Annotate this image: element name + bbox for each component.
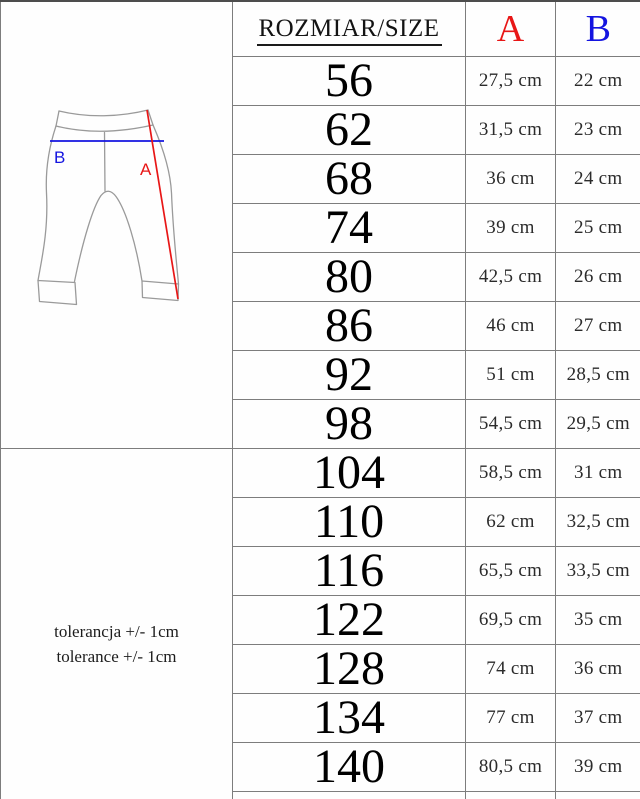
table-row: 86 46 cm 27 cm (1, 300, 640, 351)
a-value-cell: 36 cm (465, 153, 556, 204)
pants-outline (36, 109, 179, 306)
size-cell: 86 (232, 300, 466, 351)
b-value-cell: 27 cm (555, 300, 640, 351)
b-value-cell: 32,5 cm (555, 496, 640, 547)
size-cell: 134 (232, 692, 466, 743)
table-row: 62 31,5 cm 23 cm (1, 104, 640, 155)
column-header-size-label: ROZMIAR/SIZE (256, 14, 442, 46)
size-cell: 122 (232, 594, 466, 645)
b-value-cell: 28,5 cm (555, 349, 640, 400)
size-cell: 140 (232, 741, 466, 792)
table-row: 56 27,5 cm 22 cm (1, 55, 640, 106)
tolerance-note-en: tolerance +/- 1cm (56, 647, 177, 666)
table-row: 74 39 cm 25 cm (1, 202, 640, 253)
b-value-cell: 23 cm (555, 104, 640, 155)
a-value-cell: 42,5 cm (465, 251, 556, 302)
b-value-cell: 39 cm (555, 741, 640, 792)
b-value-cell: 41 cm (555, 790, 640, 799)
b-value-cell: 36 cm (555, 643, 640, 694)
a-value-cell: 39 cm (465, 202, 556, 253)
table-row: tolerancja +/- 1cm tolerance +/- 1cm 104… (0, 447, 640, 799)
table-header-row: B A ROZMIAR/SIZE A B (0, 0, 640, 449)
a-value-cell: 65,5 cm (465, 545, 556, 596)
b-value-cell: 25 cm (555, 202, 640, 253)
table-row: 80 42,5 cm 26 cm (1, 251, 640, 302)
measurement-line-a (145, 109, 179, 300)
size-cell: 74 (232, 202, 466, 253)
size-cell: 98 (232, 398, 466, 449)
size-cell: 92 (232, 349, 466, 400)
table-row: 122 69,5 cm 35 cm (1, 594, 640, 645)
a-value-cell: 46 cm (465, 300, 556, 351)
a-value-cell: 58,5 cm (465, 447, 556, 498)
b-value-cell: 35 cm (555, 594, 640, 645)
a-value-cell: 80,5 cm (465, 741, 556, 792)
size-cell: 128 (232, 643, 466, 694)
b-value-cell: 24 cm (555, 153, 640, 204)
table-row: 140 80,5 cm 39 cm (1, 741, 640, 792)
size-cell: 146 (232, 790, 466, 799)
a-value-cell: 62 cm (465, 496, 556, 547)
b-value-cell: 26 cm (555, 251, 640, 302)
a-value-cell: 54,5 cm (465, 398, 556, 449)
b-value-cell: 37 cm (555, 692, 640, 743)
size-cell: 116 (232, 545, 466, 596)
table-row: 68 36 cm 24 cm (1, 153, 640, 204)
column-header-size: ROZMIAR/SIZE (232, 0, 466, 57)
b-value-cell: 33,5 cm (555, 545, 640, 596)
a-value-cell: 69,5 cm (465, 594, 556, 645)
a-value-cell: 27,5 cm (465, 55, 556, 106)
table-row: 128 74 cm 36 cm (1, 643, 640, 694)
a-value-cell: 77 cm (465, 692, 556, 743)
table-row: 98 54,5 cm 29,5 cm (1, 398, 640, 449)
b-value-cell: 29,5 cm (555, 398, 640, 449)
size-cell: 68 (232, 153, 466, 204)
size-cell: 104 (232, 447, 466, 498)
b-value-cell: 22 cm (555, 55, 640, 106)
tolerance-note-cell: tolerancja +/- 1cm tolerance +/- 1cm (0, 447, 233, 799)
pants-diagram-cell: B A (0, 0, 233, 449)
column-header-b: B (555, 0, 640, 57)
b-value-cell: 31 cm (555, 447, 640, 498)
size-cell: 62 (232, 104, 466, 155)
size-cell: 80 (232, 251, 466, 302)
tolerance-note-pl: tolerancja +/- 1cm (54, 621, 179, 641)
a-value-cell: 31,5 cm (465, 104, 556, 155)
size-cell: 110 (232, 496, 466, 547)
a-value-cell: 74 cm (465, 643, 556, 694)
table-row: 146 85 cm 41 cm (1, 790, 640, 799)
table-row: 92 51 cm 28,5 cm (1, 349, 640, 400)
diagram-label-b: B (54, 148, 65, 167)
a-value-cell: 85 cm (465, 790, 556, 799)
size-cell: 56 (232, 55, 466, 106)
pants-diagram-icon: B A (36, 109, 179, 306)
a-value-cell: 51 cm (465, 349, 556, 400)
table-row: 134 77 cm 37 cm (1, 692, 640, 743)
column-header-a: A (465, 0, 556, 57)
table-row: 116 65,5 cm 33,5 cm (1, 545, 640, 596)
diagram-label-a: A (140, 160, 152, 179)
